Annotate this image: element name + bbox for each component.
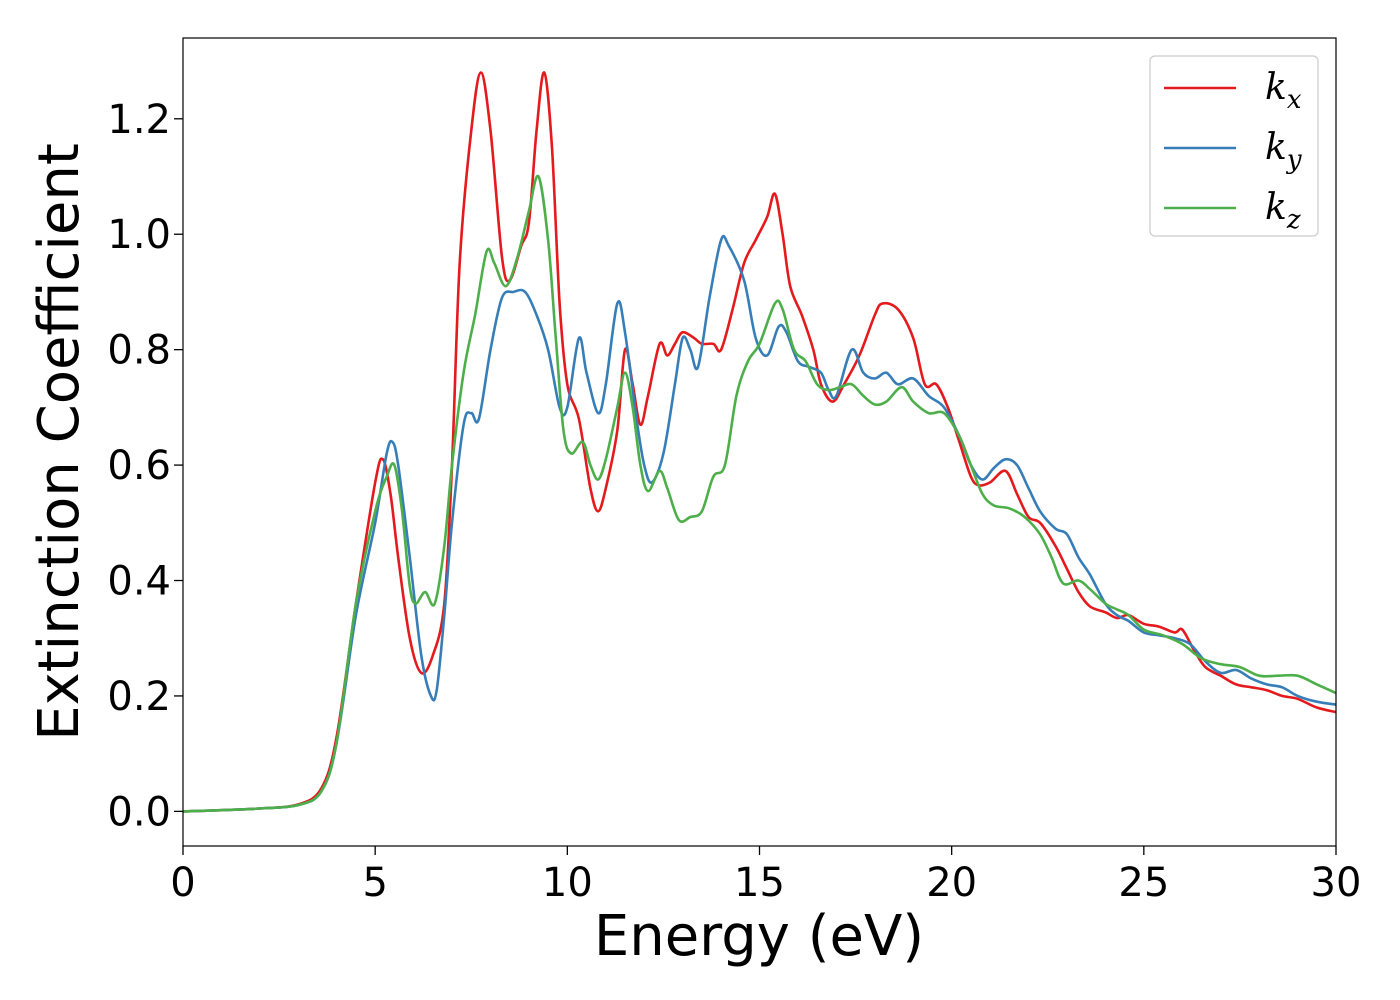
y-tick-label: 0.2: [107, 674, 171, 720]
y-tick-label: 0.0: [107, 789, 171, 835]
legend-label-ky: ky: [1265, 127, 1302, 175]
x-tick-label: 20: [926, 860, 977, 906]
y-axis: 0.0 0.2 0.4 0.6 0.8 1.0 1.2: [107, 97, 183, 835]
x-axis-title: Energy (eV): [594, 904, 924, 969]
y-axis-title: Extinction Coefficient: [27, 143, 92, 741]
x-tick-label: 10: [542, 860, 593, 906]
x-tick-label: 15: [734, 860, 785, 906]
y-tick-label: 0.4: [107, 559, 171, 605]
y-tick-label: 1.0: [107, 212, 171, 258]
series-line-kz: [183, 174, 1336, 813]
y-tick-label: 0.8: [107, 328, 171, 374]
y-tick-label: 0.6: [107, 443, 171, 489]
x-tick-label: 25: [1118, 860, 1169, 906]
legend-box: [1149, 55, 1319, 237]
x-tick-label: 0: [170, 860, 195, 906]
legend: kx ky kz: [1149, 55, 1319, 237]
x-tick-label: 5: [362, 860, 387, 906]
legend-label-kz: kz: [1265, 187, 1301, 235]
legend-label-kx: kx: [1265, 67, 1302, 115]
x-axis: 0 5 10 15 20 25 30: [170, 846, 1361, 906]
x-tick-label: 30: [1311, 860, 1362, 906]
series-group: [183, 71, 1336, 813]
y-tick-label: 1.2: [107, 97, 171, 143]
series-line-ky: [183, 234, 1336, 813]
